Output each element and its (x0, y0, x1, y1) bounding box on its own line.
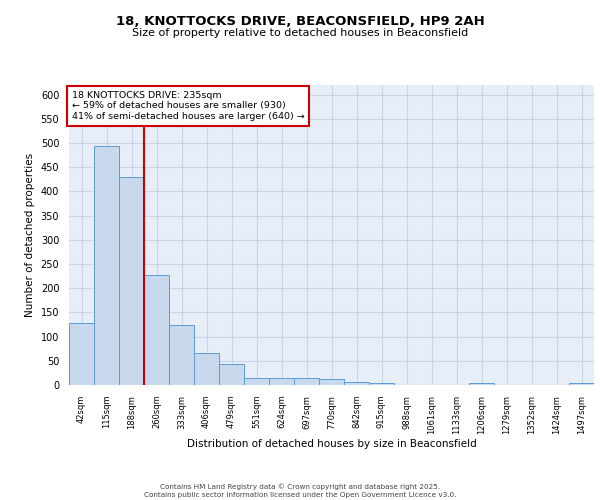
Bar (244, 378, 269, 385)
Bar (69, 323, 94, 385)
Text: 18 KNOTTOCKS DRIVE: 235sqm
← 59% of detached houses are smaller (930)
41% of sem: 18 KNOTTOCKS DRIVE: 235sqm ← 59% of deta… (71, 91, 304, 121)
Bar (569, 383, 594, 385)
Bar (194, 352, 219, 385)
Bar (219, 364, 244, 385)
Text: 18, KNOTTOCKS DRIVE, BEACONSFIELD, HP9 2AH: 18, KNOTTOCKS DRIVE, BEACONSFIELD, HP9 2… (116, 15, 484, 28)
Bar (319, 379, 344, 385)
Bar (344, 382, 369, 385)
X-axis label: Distribution of detached houses by size in Beaconsfield: Distribution of detached houses by size … (187, 440, 476, 450)
Bar (144, 274, 169, 385)
Bar (469, 382, 494, 385)
Bar (169, 325, 194, 385)
Bar (269, 378, 294, 385)
Bar (369, 382, 394, 385)
Bar (119, 177, 144, 385)
Bar (294, 378, 319, 385)
Text: Size of property relative to detached houses in Beaconsfield: Size of property relative to detached ho… (132, 28, 468, 38)
Y-axis label: Number of detached properties: Number of detached properties (25, 153, 35, 317)
Bar (94, 146, 119, 385)
Text: Contains HM Land Registry data © Crown copyright and database right 2025.
Contai: Contains HM Land Registry data © Crown c… (144, 484, 456, 498)
